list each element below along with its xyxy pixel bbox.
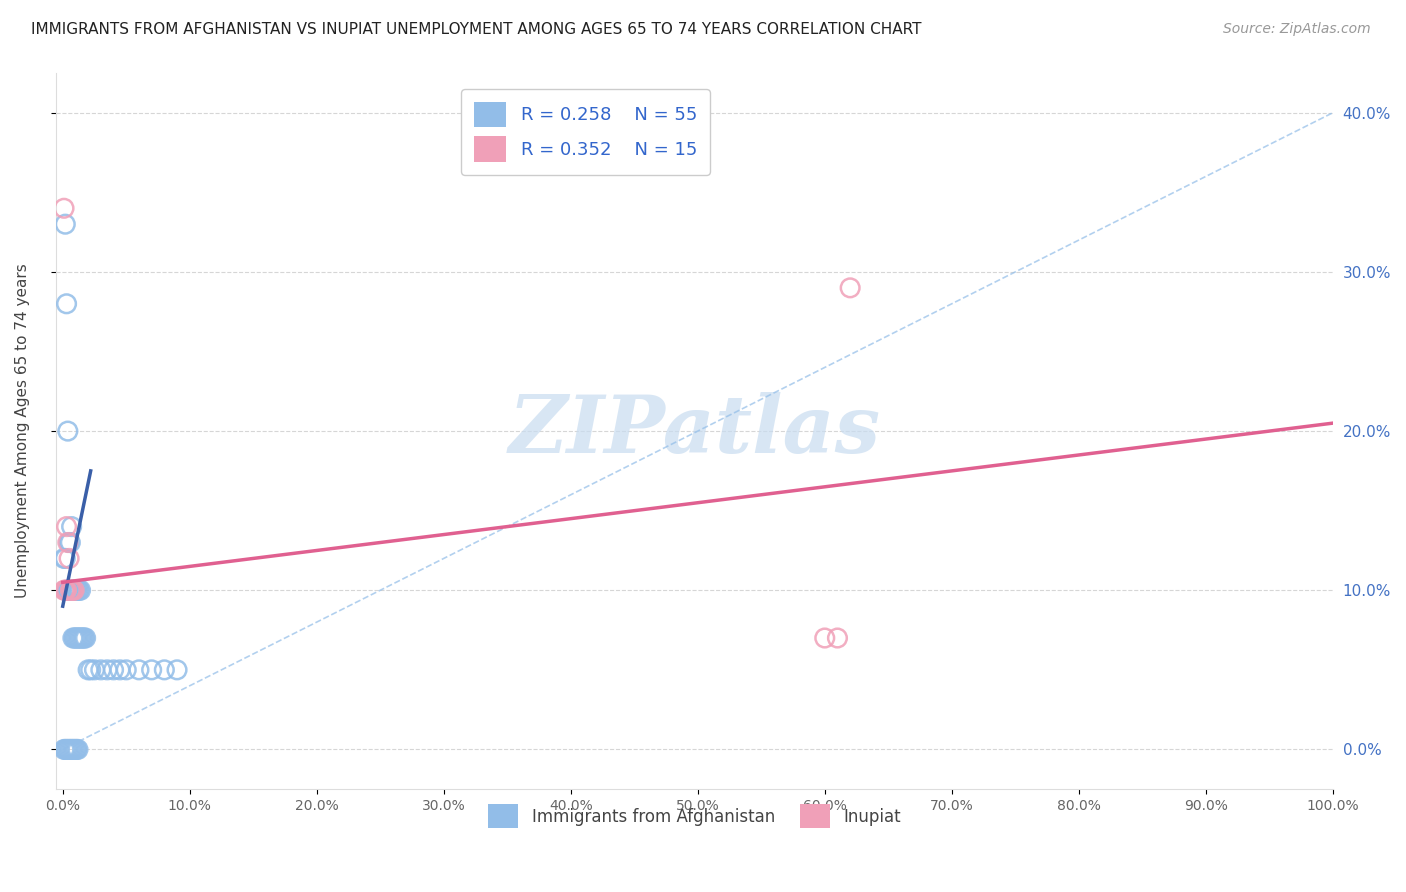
Point (53, 551, 76, 566)
Point (53, 583, 76, 598)
Point (56, 424, 79, 438)
Point (839, 281, 862, 295)
Point (60, 742, 83, 756)
Point (63, 583, 86, 598)
Point (77, 663, 100, 677)
Point (67, 631, 90, 645)
Point (73, 631, 96, 645)
Point (59, 583, 82, 598)
Point (103, 663, 125, 677)
Point (58, 583, 80, 598)
Point (55, 742, 77, 756)
Text: IMMIGRANTS FROM AFGHANISTAN VS INUPIAT UNEMPLOYMENT AMONG AGES 65 TO 74 YEARS CO: IMMIGRANTS FROM AFGHANISTAN VS INUPIAT U… (31, 22, 921, 37)
Point (53, 742, 76, 756)
Point (69, 583, 91, 598)
Point (65, 742, 87, 756)
Point (66, 742, 89, 756)
Point (58, 551, 80, 566)
Legend: Immigrants from Afghanistan, Inupiat: Immigrants from Afghanistan, Inupiat (482, 797, 907, 835)
Point (153, 663, 176, 677)
Point (115, 663, 138, 677)
Point (58, 535, 80, 549)
Point (60, 583, 83, 598)
Text: ZIPatlas: ZIPatlas (509, 392, 880, 470)
Point (58, 742, 80, 756)
Point (59, 535, 82, 549)
Point (66, 631, 89, 645)
Point (53, 217, 76, 231)
Point (66, 631, 89, 645)
Point (814, 631, 837, 645)
Point (96, 663, 118, 677)
Point (66, 583, 89, 598)
Point (62, 583, 84, 598)
Point (53, 583, 76, 598)
Point (55, 583, 77, 598)
Point (56, 535, 79, 549)
Point (72, 631, 94, 645)
Point (60, 519, 83, 533)
Y-axis label: Unemployment Among Ages 65 to 74 years: Unemployment Among Ages 65 to 74 years (15, 264, 30, 599)
Point (63, 583, 86, 598)
Point (55, 583, 77, 598)
Point (56, 742, 79, 756)
Point (59, 583, 82, 598)
Point (70, 631, 93, 645)
Point (62, 583, 84, 598)
Point (62, 742, 84, 756)
Point (53, 201, 76, 215)
Point (67, 583, 90, 598)
Point (141, 663, 163, 677)
Point (66, 742, 89, 756)
Point (75, 631, 97, 645)
Point (827, 631, 849, 645)
Point (53, 583, 76, 598)
Point (63, 631, 86, 645)
Point (53, 742, 76, 756)
Point (63, 742, 86, 756)
Point (62, 631, 84, 645)
Point (90, 663, 112, 677)
Point (55, 519, 77, 533)
Point (59, 742, 82, 756)
Point (69, 631, 91, 645)
Point (128, 663, 150, 677)
Text: Source: ZipAtlas.com: Source: ZipAtlas.com (1223, 22, 1371, 37)
Point (166, 663, 188, 677)
Point (60, 583, 83, 598)
Point (65, 583, 87, 598)
Point (83, 663, 105, 677)
Point (53, 551, 76, 566)
Point (56, 583, 79, 598)
Point (65, 631, 87, 645)
Point (79, 663, 101, 677)
Point (55, 297, 77, 311)
Point (108, 663, 131, 677)
Point (66, 583, 89, 598)
